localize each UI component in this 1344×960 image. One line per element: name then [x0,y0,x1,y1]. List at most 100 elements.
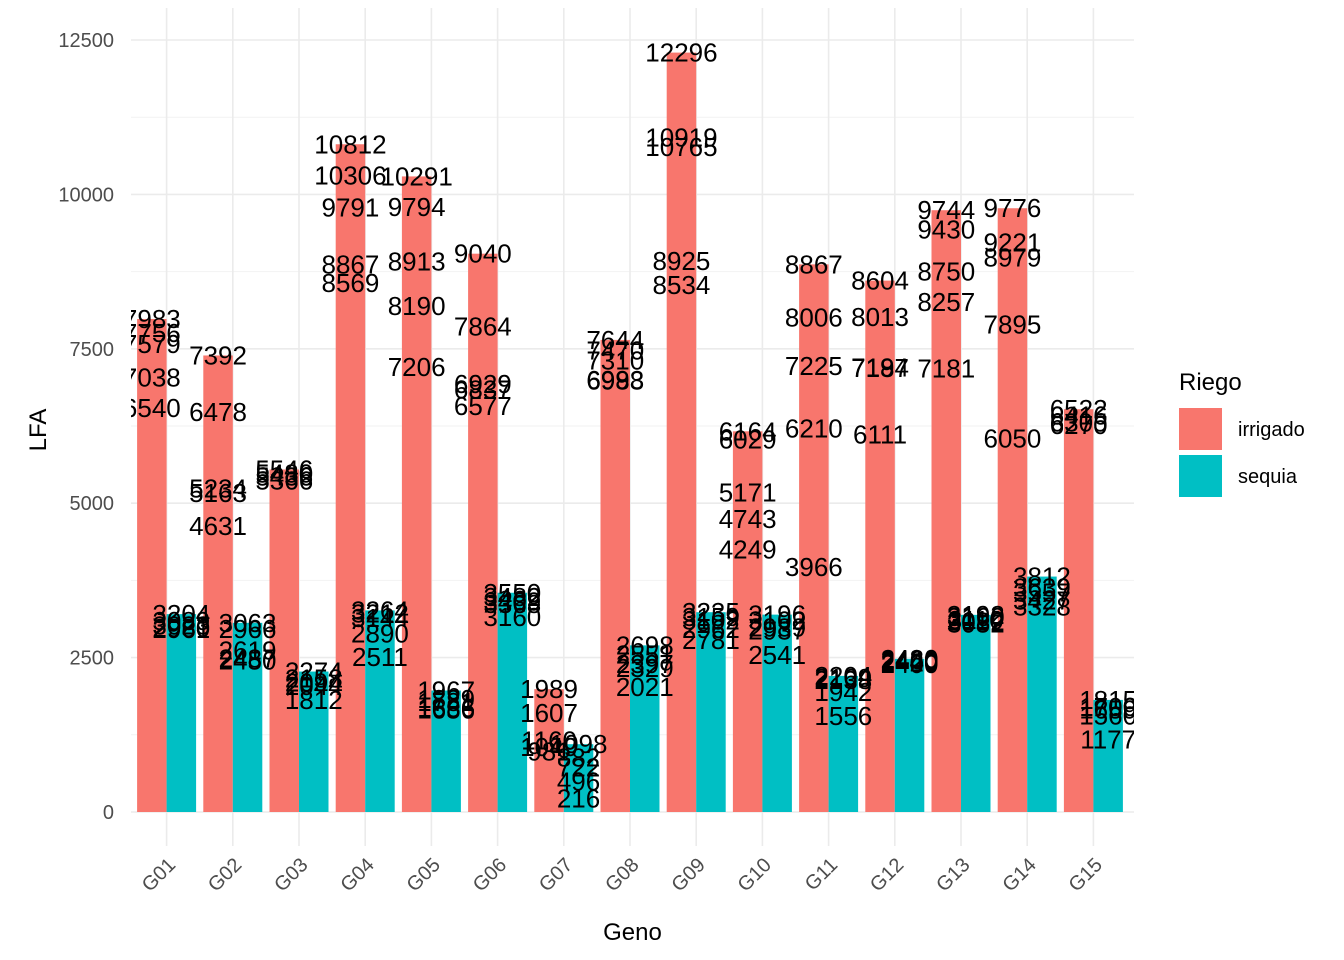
data-label: 2698 [616,630,674,660]
data-label: 6305 [1050,408,1108,438]
data-label: 7225 [785,351,843,381]
y-axis: 0 2500 5000 7500 10000 12500 [58,30,114,824]
data-label: 3966 [785,552,843,582]
bar-irrigado-G02 [203,355,233,812]
bar-sequia-G14 [1027,576,1057,812]
data-label: 2094 [285,668,343,698]
data-label: 7181 [917,354,975,384]
data-label: 1967 [417,676,475,706]
data-label: 10812 [314,129,386,159]
data-label: 4743 [719,504,777,534]
data-label: 9430 [917,215,975,245]
data-label: 9791 [322,192,380,222]
data-label: 7983 [123,304,181,334]
data-label: 3160 [947,602,1005,632]
data-label: 2329 [616,653,674,683]
data-label: 2781 [682,625,740,655]
data-label: 2397 [616,649,674,679]
data-label: 6837 [454,375,512,405]
data-label: 5480 [255,459,313,489]
data-label: 10919 [645,123,717,153]
data-label: 1815 [1079,685,1137,715]
data-label: 2551 [616,639,674,669]
bar-irrigado-G08 [600,339,630,812]
y-tick-label: 10000 [58,184,114,206]
data-label: 2961 [152,614,210,644]
data-label: 5546 [255,454,313,484]
bar-irrigado-G05 [401,176,432,812]
y-tick-label: 2500 [70,648,115,670]
x-tick-label: G15 [1065,854,1107,896]
legend: Riego irrigado sequia [1179,369,1305,497]
x-tick-label: G04 [336,854,378,896]
data-label: 2400 [881,649,939,679]
data-label: 3159 [682,602,740,632]
data-label: 1700 [1079,692,1137,722]
data-label: 8569 [322,268,380,298]
data-label: 8013 [851,302,909,332]
bar-irrigado-G09 [666,52,697,812]
data-label: 7038 [123,362,181,392]
data-label: 3102 [682,605,740,635]
x-tick-label: G13 [932,854,974,896]
legend-label-sequia: sequia [1238,466,1298,488]
x-tick-label: G14 [998,854,1040,896]
data-label: 3409 [483,586,541,616]
data-label: 3235 [682,597,740,627]
legend-label-irrigado: irrigado [1238,419,1305,441]
x-tick-label: G12 [866,854,908,896]
data-label: 6029 [719,425,777,455]
data-label: 1160 [521,725,577,755]
data-label: 3023 [152,610,210,640]
data-label: 7644 [586,325,644,355]
bar-sequia-G15 [1093,699,1123,812]
data-label: 1659 [1079,695,1137,725]
data-label: 7895 [984,309,1042,339]
data-label: 722 [557,752,600,782]
data-label: 7864 [454,311,512,341]
data-label: 496 [557,766,600,796]
data-label: 8257 [917,287,975,317]
bar-irrigado-G01 [137,318,167,812]
y-tick-label: 12500 [58,30,114,52]
data-label: 2138 [814,665,872,695]
data-label: 2487 [219,643,277,673]
data-label: 2204 [814,661,872,691]
bar-sequia-G10 [762,614,792,812]
data-label: 5171 [719,478,777,508]
data-label: 3368 [483,589,541,619]
data-label: 3089 [152,606,210,636]
bar-irrigado-G06 [468,253,498,813]
data-label: 2044 [285,671,343,701]
data-label: 3482 [483,582,541,612]
data-label: 6540 [123,393,181,423]
data-label: 1781 [417,687,475,717]
data-label: 981 [527,736,570,766]
data-label: 6416 [1050,401,1108,431]
data-label: 1686 [417,693,475,723]
bar-sequia-G04 [365,610,395,812]
data-label: 1942 [814,677,872,707]
data-label: 3328 [1013,591,1071,621]
data-label: 3110 [948,605,1004,635]
data-label: 1656 [417,695,475,725]
data-label: 1049 [520,732,578,762]
data-label: 2021 [616,672,674,702]
data-label: 216 [557,784,600,814]
data-label: 7756 [123,318,181,348]
x-tick-label: G11 [801,854,842,895]
data-label: 3052 [947,609,1005,639]
data-label: 3812 [1013,562,1071,592]
data-label: 8750 [917,257,975,287]
x-tick-label: G09 [667,854,709,896]
bar-irrigado-G14 [997,208,1028,812]
data-label: 2619 [219,635,277,665]
data-label: 8867 [322,249,380,279]
data-label: 3204 [152,599,210,629]
legend-swatch-sequia [1179,455,1222,497]
data-label: 3212 [351,599,409,629]
data-label: 6522 [1050,394,1108,424]
data-label: 3427 [1013,585,1071,615]
bar-sequia-G06 [497,592,528,812]
data-label: 3557 [1013,577,1071,607]
